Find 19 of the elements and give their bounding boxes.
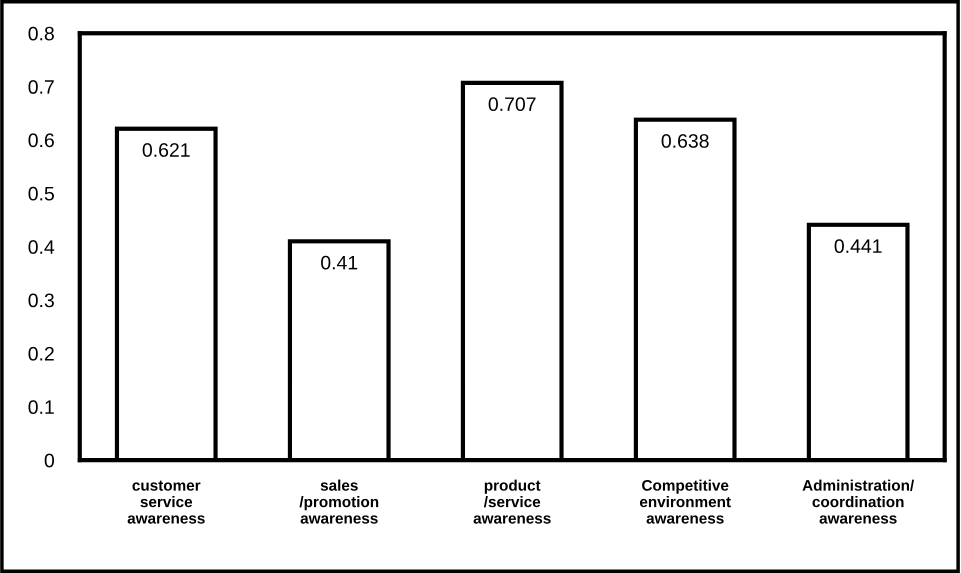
data-label: 0.441	[834, 239, 882, 253]
y-tick-label: 0.4	[28, 240, 54, 254]
data-label: 0.41	[321, 256, 358, 270]
y-tick-label: 0.2	[28, 346, 54, 361]
y-tick-label: 0.3	[28, 294, 54, 308]
data-label: 0.638	[662, 134, 709, 148]
x-tick-label: customer service awareness	[128, 480, 205, 524]
y-tick-label: 0.7	[28, 80, 54, 94]
x-tick-label: Administration/ coordination awareness	[802, 480, 914, 524]
data-label: 0.707	[488, 97, 536, 112]
y-tick-label: 0	[44, 454, 54, 468]
x-tick-label: sales /promotion awareness	[300, 480, 378, 524]
y-tick-label: 0.5	[28, 186, 54, 201]
y-tick-label: 0.6	[28, 133, 54, 148]
x-tick-label: Competitive environment awareness	[640, 480, 731, 524]
y-tick-label: 0.8	[28, 26, 54, 40]
x-tick-label: product /service awareness	[474, 480, 551, 524]
y-tick-label: 0.1	[28, 400, 54, 414]
data-label: 0.621	[142, 143, 190, 157]
